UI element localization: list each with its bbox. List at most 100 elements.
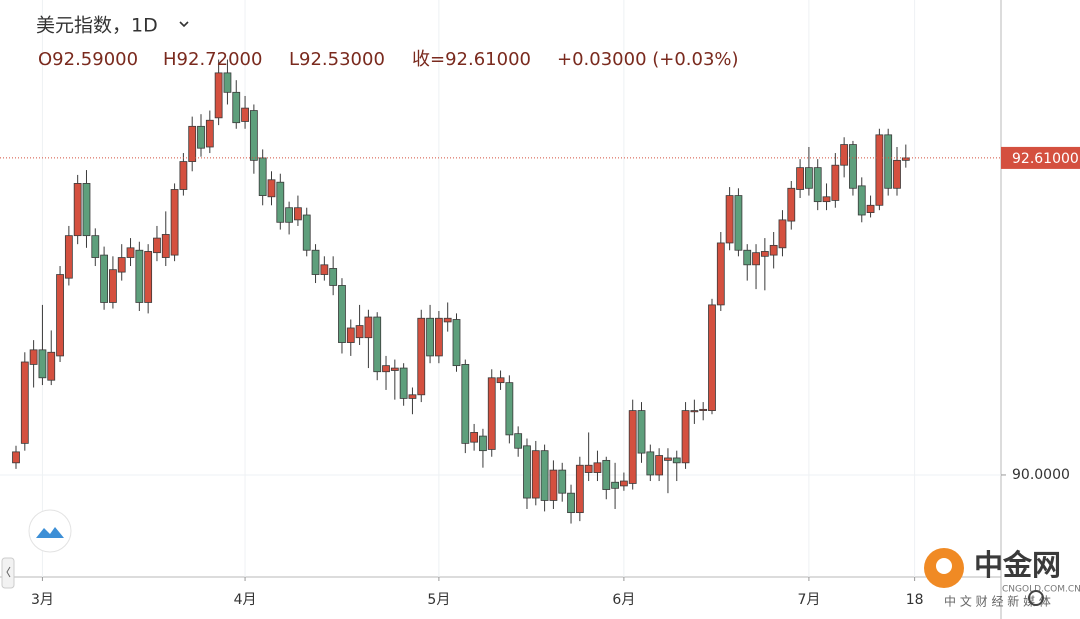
candle-body	[161, 234, 170, 258]
candle-body	[373, 316, 382, 373]
candle-body	[769, 244, 778, 256]
candle-body	[426, 317, 434, 357]
candle-body	[408, 394, 417, 399]
candle-body	[796, 167, 804, 190]
candle-body	[276, 181, 285, 223]
x-tick-label: 7月	[797, 592, 820, 608]
candle-body	[805, 167, 813, 189]
candle-body	[417, 317, 426, 396]
candle-body	[752, 252, 760, 266]
candle-body	[628, 410, 637, 484]
candle-body	[523, 445, 531, 499]
candle-body	[840, 144, 849, 166]
candle-body	[241, 107, 249, 122]
candle-body	[893, 159, 901, 189]
candle-body	[170, 189, 179, 256]
settings-button[interactable]	[1028, 590, 1044, 606]
candle-body	[584, 464, 593, 473]
candle-body	[664, 457, 672, 461]
candle-body	[232, 91, 241, 124]
candle-body	[285, 207, 294, 223]
candle-body	[188, 125, 197, 162]
candle-body	[760, 251, 769, 257]
interval-chevron[interactable]	[179, 21, 189, 28]
candle-body	[646, 451, 655, 476]
watermark-name: 中金网	[974, 548, 1061, 582]
candle-body	[82, 183, 91, 237]
watermark-slogan: 中 文 财 经 新 媒 体	[944, 594, 1051, 609]
candle-body	[611, 481, 619, 489]
candle-body	[329, 268, 338, 286]
candle-body	[109, 269, 117, 303]
candle-body	[294, 207, 302, 221]
candle-body	[496, 377, 505, 384]
watermark-logo-inner	[936, 558, 952, 574]
candle-body	[479, 435, 487, 452]
candle-body	[681, 410, 690, 464]
candle-body	[73, 183, 82, 237]
candle-body	[135, 249, 144, 303]
candle-body	[540, 450, 549, 501]
candle-body	[778, 219, 787, 249]
candle-body	[452, 319, 461, 367]
y-tick-label: 90.0000	[1012, 467, 1070, 483]
candle-body	[531, 450, 540, 499]
ohlc-low: L92.53000	[289, 49, 385, 70]
candle-body	[355, 325, 364, 339]
chart-title: 美元指数，1D	[36, 15, 158, 37]
candle-body	[302, 214, 311, 251]
candle-body	[338, 285, 346, 343]
candle-body	[197, 125, 205, 149]
candle-body	[320, 264, 329, 275]
watermark: 中金网 CNGOLD.COM.CN 中 文 财 经 新 媒 体	[924, 548, 1080, 609]
candle-body	[699, 408, 708, 411]
candle-body	[831, 164, 840, 201]
candle-body	[382, 365, 390, 373]
candle-body	[716, 242, 725, 306]
candle-body	[487, 377, 496, 450]
logo-button[interactable]	[28, 509, 72, 553]
candle-body	[249, 110, 258, 161]
candle-body	[637, 410, 646, 454]
candle-body	[126, 247, 135, 258]
candle-body	[743, 249, 752, 266]
candle-body	[884, 134, 893, 189]
candle-body	[593, 462, 602, 473]
candle-body	[205, 119, 214, 148]
candle-body	[258, 157, 267, 196]
x-tick-label: 5月	[427, 592, 450, 608]
candle-body	[901, 157, 910, 161]
candle-body	[20, 361, 29, 444]
ohlc-close: 收=92.61000	[412, 49, 531, 70]
candle-body	[399, 367, 408, 399]
candle-body	[813, 167, 822, 203]
candle-body	[725, 195, 734, 244]
candle-body	[267, 179, 276, 198]
candle-body	[567, 492, 575, 514]
candle-body	[558, 469, 567, 494]
candle-body	[64, 235, 73, 279]
candle-body	[100, 254, 108, 303]
candle-body	[91, 235, 100, 258]
candle-body	[223, 72, 232, 93]
candle-body	[38, 349, 47, 379]
candle-body	[708, 304, 716, 411]
candle-body	[47, 351, 56, 381]
candle-body	[857, 185, 866, 216]
scroll-arrow	[6, 566, 11, 578]
candle-body	[549, 469, 558, 501]
logo-icon	[36, 527, 64, 538]
candle-body	[12, 451, 20, 464]
candle-body	[390, 367, 399, 371]
candle-body	[29, 349, 38, 365]
candle-body	[575, 464, 584, 514]
candle-body	[117, 257, 126, 273]
candle-body	[179, 161, 188, 190]
candle-body	[602, 459, 611, 490]
logo-circle	[28, 509, 72, 553]
candle-body	[214, 72, 223, 119]
watermark-site: CNGOLD.COM.CN	[1002, 585, 1080, 595]
candle-body	[434, 317, 443, 357]
